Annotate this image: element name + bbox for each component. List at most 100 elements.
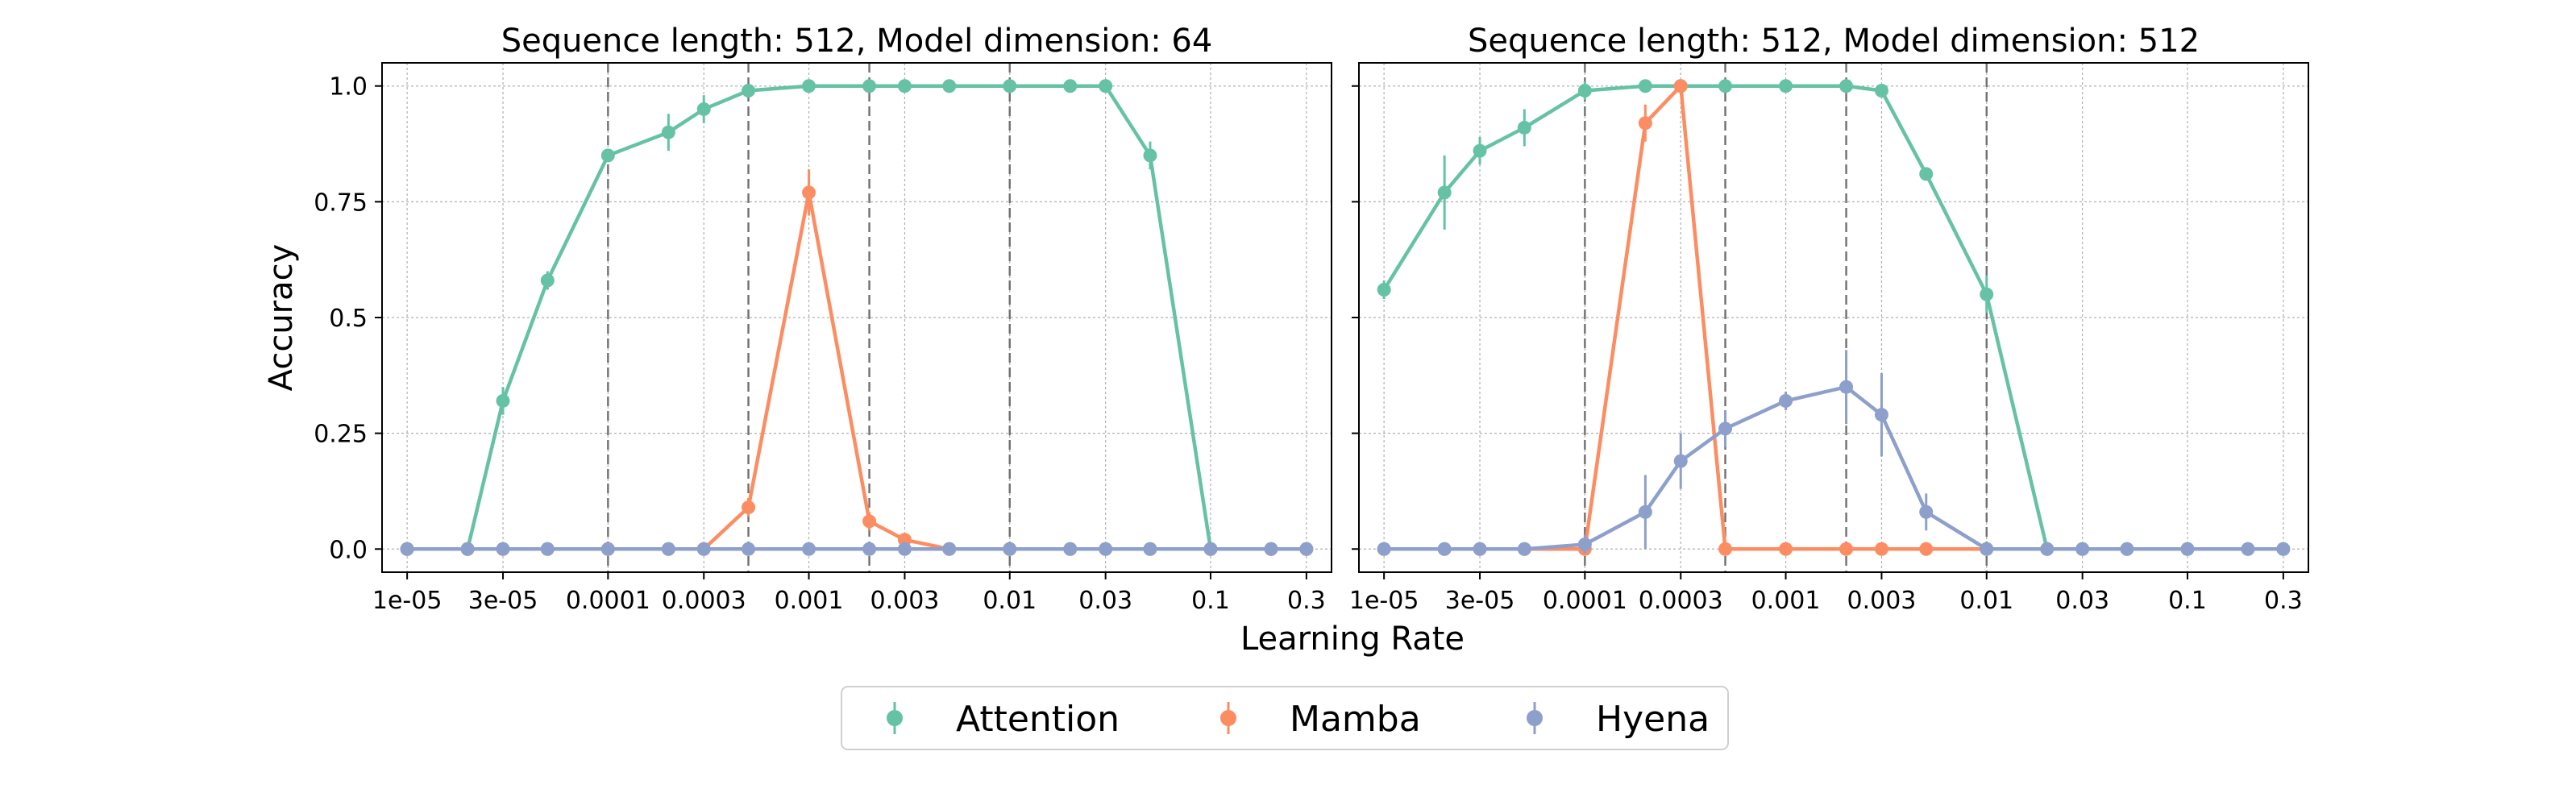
legend: Attention Mamba Hyena (841, 686, 1729, 750)
legend-entry-mamba: Mamba (1220, 699, 1421, 740)
data-point (1203, 542, 1218, 556)
data-point (400, 542, 414, 556)
data-point (1839, 542, 1854, 556)
data-point (1437, 185, 1452, 200)
data-point (862, 514, 877, 529)
data-point (1299, 542, 1314, 556)
y-tick-label: 0.25 (314, 421, 368, 449)
series-attention (400, 79, 1314, 556)
data-point (1779, 79, 1793, 93)
x-tick-label: 0.003 (870, 587, 940, 615)
data-point (1473, 542, 1487, 556)
data-point (897, 79, 912, 93)
legend-label: Attention (956, 699, 1120, 740)
data-point (2180, 542, 2195, 556)
data-point (1980, 542, 1994, 556)
x-tick-label: 0.0001 (566, 587, 650, 615)
data-point (862, 79, 877, 93)
data-point (2040, 542, 2055, 556)
data-point (600, 542, 615, 556)
data-point (1577, 538, 1592, 552)
data-point (1099, 542, 1113, 556)
data-point (862, 542, 877, 556)
panel-left: 1e-05 3e-05 0.0001 0.0003 0.001 0.003 0.01 0.03… (314, 23, 1332, 615)
legend-frame (841, 686, 1729, 750)
data-point (1377, 283, 1391, 297)
data-point (1874, 83, 1888, 98)
y-tick-label: 0.5 (329, 305, 368, 333)
legend-marker-icon (1527, 710, 1543, 726)
grid (382, 63, 1332, 572)
data-point (802, 79, 816, 93)
data-point (1839, 79, 1854, 93)
data-point (540, 542, 555, 556)
x-tick-label: 0.0003 (662, 587, 746, 615)
data-point (1919, 542, 1934, 556)
data-point (1003, 542, 1017, 556)
series-mamba (400, 169, 1314, 556)
data-point (1673, 454, 1688, 468)
data-point (1919, 167, 1934, 181)
data-point (1718, 542, 1733, 556)
x-tick-label: 0.01 (983, 587, 1037, 615)
data-point (1264, 542, 1278, 556)
x-tick-label: 0.03 (1078, 587, 1132, 615)
panel-title: Sequence length: 512, Model dimension: 5… (1468, 23, 2200, 60)
data-point (1638, 504, 1652, 519)
series-line-hyena (1384, 384, 2283, 551)
data-point (1437, 542, 1452, 556)
data-point (1980, 287, 1994, 301)
x-tick-label: 0.0001 (1543, 587, 1627, 615)
series-line-mamba (407, 190, 1307, 551)
x-tick-label: 0.0003 (1639, 587, 1723, 615)
data-point (942, 542, 957, 556)
data-point (600, 148, 615, 163)
x-tick-label: 3e-05 (468, 587, 538, 615)
x-tick-label: 1e-05 (1349, 587, 1419, 615)
x-tick-label: 0.1 (2168, 587, 2207, 615)
data-point (540, 273, 555, 288)
data-point (742, 500, 756, 515)
data-point (1473, 143, 1487, 158)
data-point (1003, 79, 1017, 93)
data-point (1063, 542, 1078, 556)
data-point (802, 542, 816, 556)
x-tick-label: 0.003 (1847, 587, 1917, 615)
data-point (661, 125, 675, 139)
data-point (1377, 542, 1391, 556)
series-hyena (1377, 350, 2291, 556)
x-tick-label: 0.03 (2055, 587, 2109, 615)
y-tick-label: 0.75 (314, 189, 368, 217)
data-point (1718, 79, 1733, 93)
data-point (1143, 542, 1157, 556)
data-point (1517, 542, 1531, 556)
data-point (2241, 542, 2255, 556)
data-point (1839, 380, 1854, 394)
legend-entry-hyena: Hyena (1527, 699, 1710, 740)
y-axis-label: Accuracy (263, 244, 300, 392)
x-tick-label: 0.3 (1287, 587, 1326, 615)
x-tick-label: 0.001 (775, 587, 844, 615)
data-point (496, 393, 510, 408)
legend-label: Mamba (1290, 699, 1421, 740)
y-tick-label: 0.0 (329, 536, 368, 564)
x-tick-label: 0.1 (1191, 587, 1230, 615)
legend-entry-attention: Attention (887, 699, 1120, 740)
data-point (2075, 542, 2090, 556)
data-point (742, 542, 756, 556)
data-point (1577, 83, 1592, 98)
data-point (1919, 504, 1934, 519)
x-tick-label: 3e-05 (1445, 587, 1515, 615)
data-point (742, 83, 756, 98)
legend-marker-icon (1220, 710, 1236, 726)
data-point (1143, 148, 1157, 163)
data-point (1779, 542, 1793, 556)
data-point (942, 79, 957, 93)
data-point (696, 102, 711, 116)
panel-right: 1e-05 3e-05 0.0001 0.0003 0.001 0.003 0.01 0.03… (1349, 23, 2309, 615)
data-point (1099, 79, 1113, 93)
data-point (2120, 542, 2134, 556)
series-hyena (400, 542, 1314, 556)
data-point (1874, 542, 1888, 556)
data-point (802, 185, 816, 200)
